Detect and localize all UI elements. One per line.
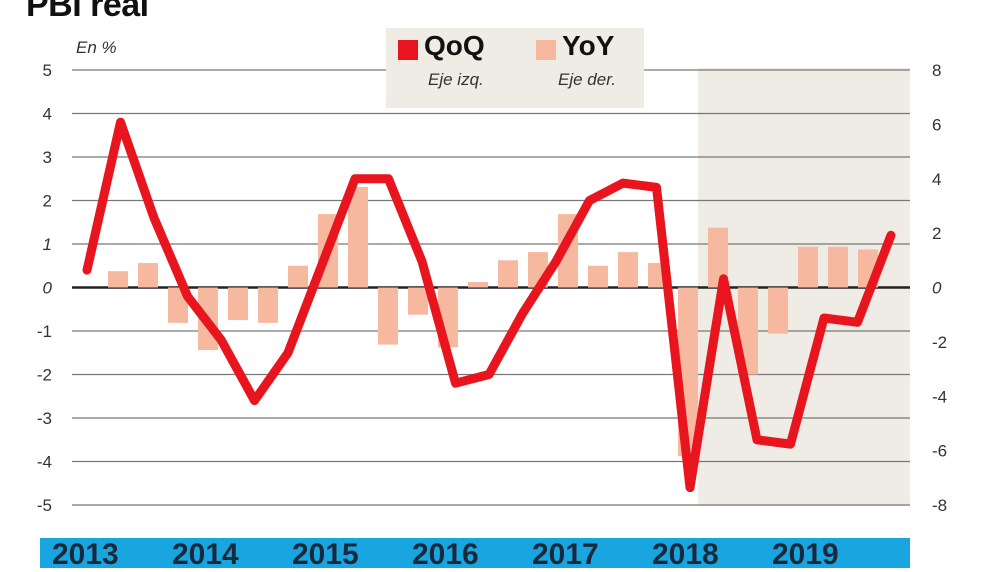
yoy-bar	[288, 265, 308, 288]
yoy-bar	[138, 263, 158, 288]
yoy-bar	[498, 260, 518, 288]
svg-text:-5: -5	[37, 496, 52, 515]
svg-text:0: 0	[43, 279, 53, 298]
yoy-bar	[258, 287, 278, 323]
year-label: 2013	[52, 538, 119, 571]
year-label: 2019	[772, 538, 839, 571]
legend: QoQ Eje izq. YoY Eje der.	[386, 28, 644, 108]
svg-text:-4: -4	[37, 453, 52, 472]
legend-sub-yoy: Eje der.	[558, 70, 616, 89]
svg-text:4: 4	[932, 170, 941, 189]
legend-swatch-yoy	[536, 40, 556, 60]
svg-text:-4: -4	[932, 387, 947, 406]
svg-text:5: 5	[43, 61, 52, 80]
svg-text:0: 0	[932, 279, 942, 298]
chart-title: PBI real	[26, 0, 149, 24]
yoy-bar	[588, 265, 608, 288]
yoy-bar	[378, 287, 398, 345]
svg-text:3: 3	[43, 148, 52, 167]
yoy-bar	[798, 246, 818, 288]
svg-text:1: 1	[43, 235, 52, 254]
yoy-bar	[408, 287, 428, 315]
yoy-bar	[828, 246, 848, 288]
svg-text:2: 2	[43, 192, 52, 211]
yoy-bar	[768, 287, 788, 334]
legend-label-qoq: QoQ	[424, 30, 485, 61]
legend-swatch-qoq	[398, 40, 418, 60]
year-label: 2014	[172, 538, 239, 571]
yoy-bar	[228, 287, 248, 321]
year-label: 2018	[652, 538, 719, 571]
year-label: 2015	[292, 538, 359, 571]
yoy-bar	[348, 186, 368, 288]
legend-sub-qoq: Eje izq.	[428, 70, 484, 89]
svg-text:2: 2	[932, 224, 941, 243]
svg-text:-6: -6	[932, 442, 947, 461]
svg-text:-8: -8	[932, 496, 947, 515]
chart-plot: 5 4 3 2 1 0 -1 -2 -3 -4 -5 8 6 4 2 0 -2 -4 -6 -8	[37, 61, 947, 515]
svg-text:-3: -3	[37, 409, 52, 428]
qoq-line	[82, 117, 896, 493]
legend-label-yoy: YoY	[562, 30, 615, 61]
year-label: 2016	[412, 538, 479, 571]
yoy-bar	[618, 252, 638, 288]
svg-text:-2: -2	[932, 333, 947, 352]
svg-text:-2: -2	[37, 366, 52, 385]
svg-text:8: 8	[932, 61, 941, 80]
year-axis-band: 2013 2014 2015 2016 2017 2018 2019	[40, 538, 910, 571]
svg-text:6: 6	[932, 115, 941, 134]
yoy-bar	[108, 271, 128, 288]
svg-text:-1: -1	[37, 322, 52, 341]
yoy-bar	[468, 282, 488, 288]
unit-label: En %	[76, 38, 117, 57]
year-label: 2017	[532, 538, 599, 571]
svg-text:4: 4	[43, 105, 52, 124]
yoy-bar	[708, 227, 728, 288]
